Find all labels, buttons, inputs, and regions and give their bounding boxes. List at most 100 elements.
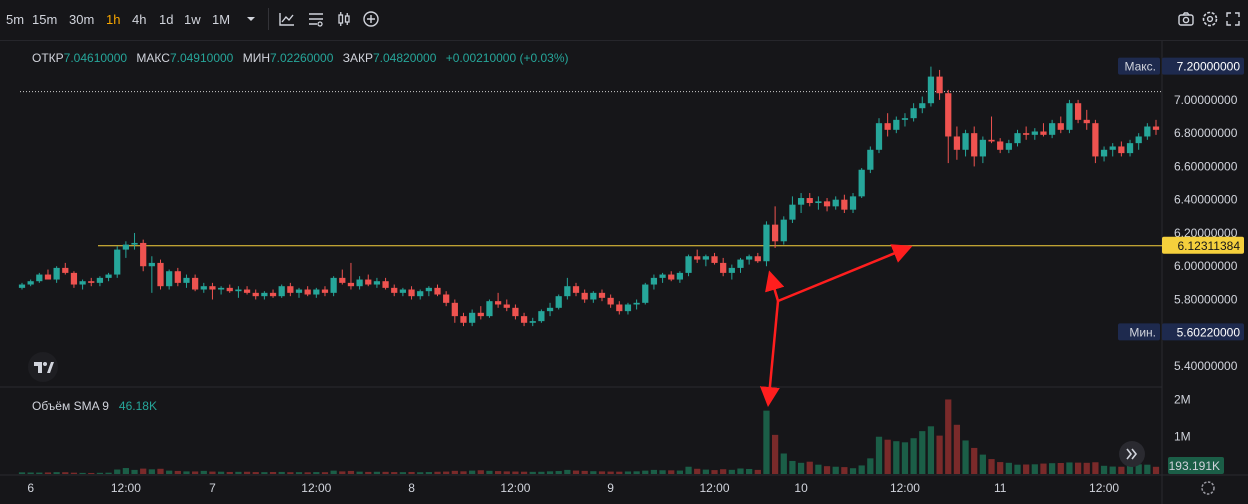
volume-bar: [261, 472, 268, 474]
candle-body: [581, 292, 588, 300]
timeframe-4h[interactable]: 4h: [132, 12, 147, 27]
timeframe-1d[interactable]: 1d: [159, 12, 174, 27]
candle-body: [417, 291, 424, 297]
indicators-icon[interactable]: [278, 10, 296, 28]
candle-body: [997, 141, 1004, 150]
volume-legend-label: Объём SMA 9: [32, 399, 109, 413]
timeframe-5m[interactable]: 5m: [6, 12, 25, 27]
timeframe-30m[interactable]: 30m: [69, 12, 95, 27]
volume-bar: [166, 470, 173, 474]
volume-bar: [44, 472, 52, 474]
low-label: МИН: [242, 51, 270, 65]
volume-bar: [1100, 465, 1108, 474]
camera-icon[interactable]: [1177, 10, 1195, 28]
volume-bar: [287, 472, 294, 474]
candle-body: [96, 277, 104, 283]
timeframe-1w[interactable]: 1w: [184, 12, 201, 27]
volume-bar: [183, 471, 190, 474]
volume-bar: [971, 447, 978, 474]
volume-bar: [685, 466, 692, 474]
volume-bar: [546, 471, 554, 474]
candle-body: [893, 119, 900, 130]
volume-bar: [763, 410, 770, 474]
volume-bar: [122, 468, 129, 474]
volume-bar: [391, 472, 398, 474]
candle-body: [754, 256, 761, 262]
candle-body: [70, 272, 78, 285]
volume-bar: [815, 464, 822, 474]
candle-body: [538, 311, 545, 322]
candle-body: [642, 284, 649, 303]
candle-body: [1083, 119, 1090, 124]
open-label: ОТКР: [32, 51, 64, 65]
chart-type-icon[interactable]: [335, 10, 353, 28]
fullscreen-icon[interactable]: [1224, 10, 1242, 28]
volume-bar: [1083, 462, 1090, 474]
timeframe-1M[interactable]: 1M: [212, 12, 231, 27]
timeframe-15m[interactable]: 15m: [32, 12, 58, 27]
volume-bar: [330, 470, 337, 474]
chevron-down-icon[interactable]: [242, 10, 260, 28]
volume-bar: [105, 472, 112, 474]
volume-bar: [1005, 462, 1012, 474]
time-tick-label: 8: [408, 481, 415, 495]
time-tick-label: 12:00: [301, 481, 331, 495]
volume-bar: [148, 469, 155, 474]
candle-body: [425, 287, 432, 292]
candle-body: [408, 289, 415, 297]
candle-body: [910, 108, 917, 119]
gear-icon[interactable]: [1201, 10, 1219, 28]
candle-body: [919, 103, 926, 109]
min-tag-value-bg: [1162, 323, 1244, 341]
candle-body: [295, 289, 303, 293]
candle-body: [694, 256, 701, 260]
volume-bar: [1118, 466, 1125, 474]
price-tick-label: 6.80000000: [1174, 126, 1238, 140]
max-tag-label-bg: [1118, 57, 1160, 75]
candle-body: [607, 297, 614, 305]
candle-body: [1092, 123, 1099, 157]
candle-body: [44, 274, 52, 280]
tradingview-logo-icon[interactable]: [28, 352, 58, 382]
candle-body: [174, 271, 181, 283]
candle-body: [243, 289, 251, 293]
candle-body: [815, 201, 822, 204]
volume-bar: [1031, 464, 1038, 474]
candle-body: [936, 76, 943, 94]
add-icon[interactable]: [362, 10, 380, 28]
volume-bar: [529, 471, 536, 474]
candle-body: [62, 267, 69, 273]
candle-body: [520, 316, 528, 323]
candle-body: [235, 289, 242, 292]
volume-bar: [373, 471, 381, 474]
candle-body: [1066, 103, 1073, 130]
candle-body: [53, 267, 60, 280]
timeframe-1h[interactable]: 1h: [106, 12, 121, 27]
volume-bar: [131, 469, 138, 474]
candle-body: [797, 198, 805, 205]
candle-body: [365, 279, 372, 285]
volume-bar: [1135, 464, 1142, 474]
scroll-to-realtime-button[interactable]: [1119, 441, 1145, 467]
volume-bar: [252, 472, 259, 474]
candle-body: [650, 277, 658, 285]
volume-bar: [434, 471, 441, 474]
plot-background: [0, 40, 1162, 476]
candle-body: [183, 277, 190, 283]
candle-body: [720, 262, 727, 273]
max-tag-value: 7.20000000: [1177, 60, 1241, 74]
max-tag-label: Макс.: [1124, 60, 1156, 74]
axis-settings-icon: [1201, 481, 1215, 495]
close-label: ЗАКР: [342, 51, 373, 65]
chart-settings-icon[interactable]: [307, 10, 325, 28]
max-tag-value-bg: [1162, 57, 1244, 75]
last-volume-tag: 193.191K: [1169, 459, 1220, 473]
volume-bar: [789, 460, 796, 474]
candle-body: [512, 307, 519, 317]
candle-body: [771, 224, 779, 242]
volume-bar: [494, 471, 502, 474]
volume-tick-label: 1M: [1174, 430, 1191, 444]
candle-body: [988, 139, 995, 142]
time-tick-label: 10: [794, 481, 808, 495]
